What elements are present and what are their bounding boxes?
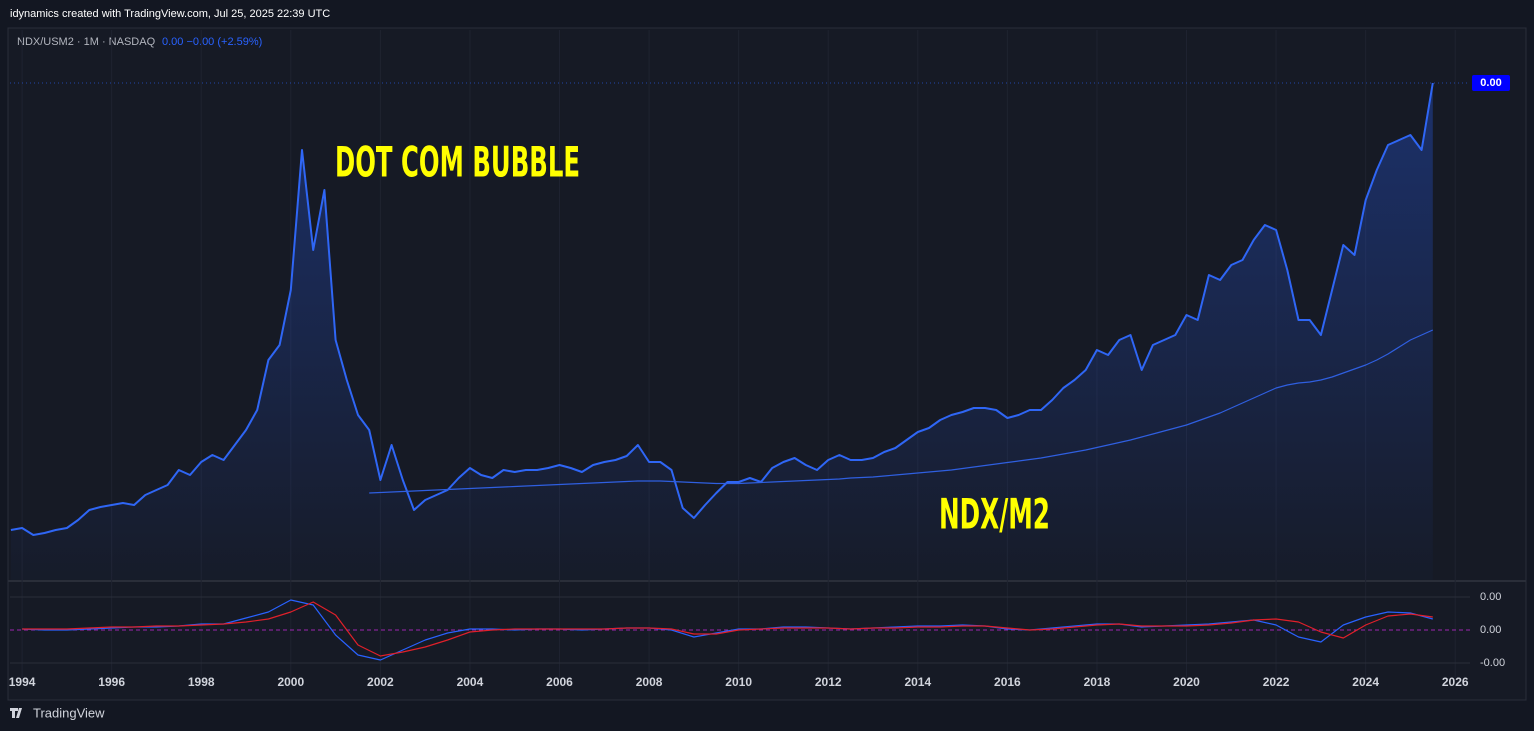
x-tick-label: 2026 [1442,675,1469,689]
y-tick-label: -0.00 [1480,657,1505,669]
line [10,82,1434,536]
x-tick-label: 2020 [1173,675,1200,689]
y-tick-label: 0.00 [1480,77,1501,89]
price-badge [1472,75,1510,91]
line [369,329,1434,494]
area [10,83,1433,580]
x-tick-label: 2006 [546,675,573,689]
annotation: DOT COM BUBBLE [335,138,580,187]
y-tick-label: 0.00 [1480,591,1501,603]
x-tick-label: 2002 [367,675,394,689]
annotation: NDX/M2 [939,490,1050,539]
logo-mark [10,708,22,718]
x-tick-label: 2024 [1352,675,1379,689]
y-tick-label: 0.00 [1480,624,1501,636]
legend-symbol: NDX/USM2 · 1M · NASDAQ [17,36,156,48]
line [22,601,1433,657]
credit: idynamics created with TradingView.com, … [10,8,330,20]
x-tick-label: 1994 [9,675,36,689]
x-tick-label: 2010 [725,675,752,689]
x-tick-label: 2004 [457,675,484,689]
x-tick-label: 1998 [188,675,215,689]
x-tick-label: 2000 [277,675,304,689]
x-tick-label: 1996 [98,675,125,689]
footer-brand: TradingView [33,705,105,720]
x-tick-label: 2016 [994,675,1021,689]
footer-logo [10,708,22,718]
x-tick-label: 2012 [815,675,842,689]
x-tick-label: 2018 [1084,675,1111,689]
x-tick-label: 2014 [904,675,931,689]
line [22,599,1433,661]
x-tick-label: 2022 [1263,675,1290,689]
legend-values: 0.00 −0.00 (+2.59%) [162,36,262,48]
x-tick-label: 2008 [636,675,663,689]
